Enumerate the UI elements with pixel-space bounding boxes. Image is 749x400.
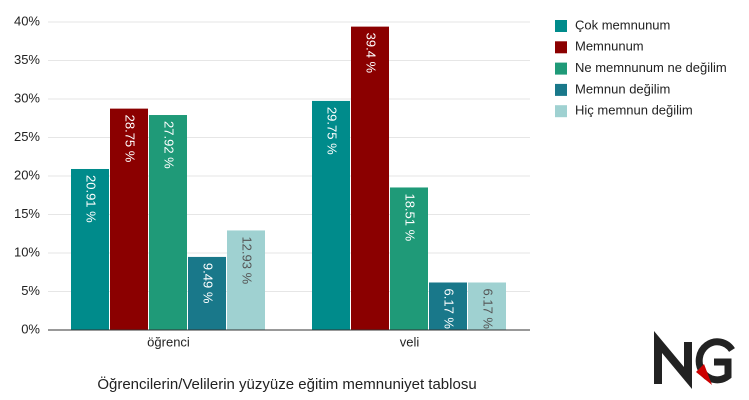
value-label: 27.92 % [162,121,177,169]
legend-label: Hiç memnun değilim [575,103,693,118]
value-label: 6.17 % [481,288,496,329]
bar [110,108,148,330]
y-tick-label: 15% [14,206,40,221]
value-label: 9.49 % [201,263,216,304]
bar [429,282,467,330]
bar [149,115,187,331]
bar [227,230,265,330]
legend-swatch [555,62,567,75]
x-tick-label: veli [400,334,420,349]
value-label: 39.4 % [364,33,379,74]
value-label: 20.91 % [84,175,99,223]
bar [390,187,428,330]
value-label: 29.75 % [325,107,340,155]
bar [188,256,226,330]
chart-title: Öğrencilerin/Velilerin yüzyüze eğitim me… [97,375,476,393]
legend-label: Memnunum [575,39,644,54]
logo-g [695,338,735,384]
y-tick-label: 10% [14,244,40,259]
bar [312,100,350,330]
logo-accent [696,364,712,385]
value-label: 18.51 % [403,193,418,241]
legend-swatch [555,105,567,118]
value-label: 12.93 % [240,236,255,284]
legend-swatch [555,41,567,54]
y-tick-label: 40% [14,13,40,28]
legend-label: Ne memnunum ne değilim [575,60,727,75]
x-tick-label: öğrenci [147,334,190,349]
y-tick-label: 5% [21,283,40,298]
legend-swatch [555,83,567,96]
bar [351,26,389,331]
logo-n [654,330,692,390]
y-tick-label: 30% [14,90,40,105]
value-label: 28.75 % [123,115,138,163]
legend-label: Çok memnunum [575,17,670,32]
bar [71,168,109,330]
bar [468,282,506,330]
y-tick-label: 25% [14,129,40,144]
y-tick-label: 0% [21,321,40,336]
y-tick-label: 20% [14,167,40,182]
value-label: 6.17 % [442,288,457,329]
legend-label: Memnun değilim [575,81,670,96]
legend-swatch [555,20,567,32]
logo [654,330,735,390]
y-tick-label: 35% [14,52,40,67]
